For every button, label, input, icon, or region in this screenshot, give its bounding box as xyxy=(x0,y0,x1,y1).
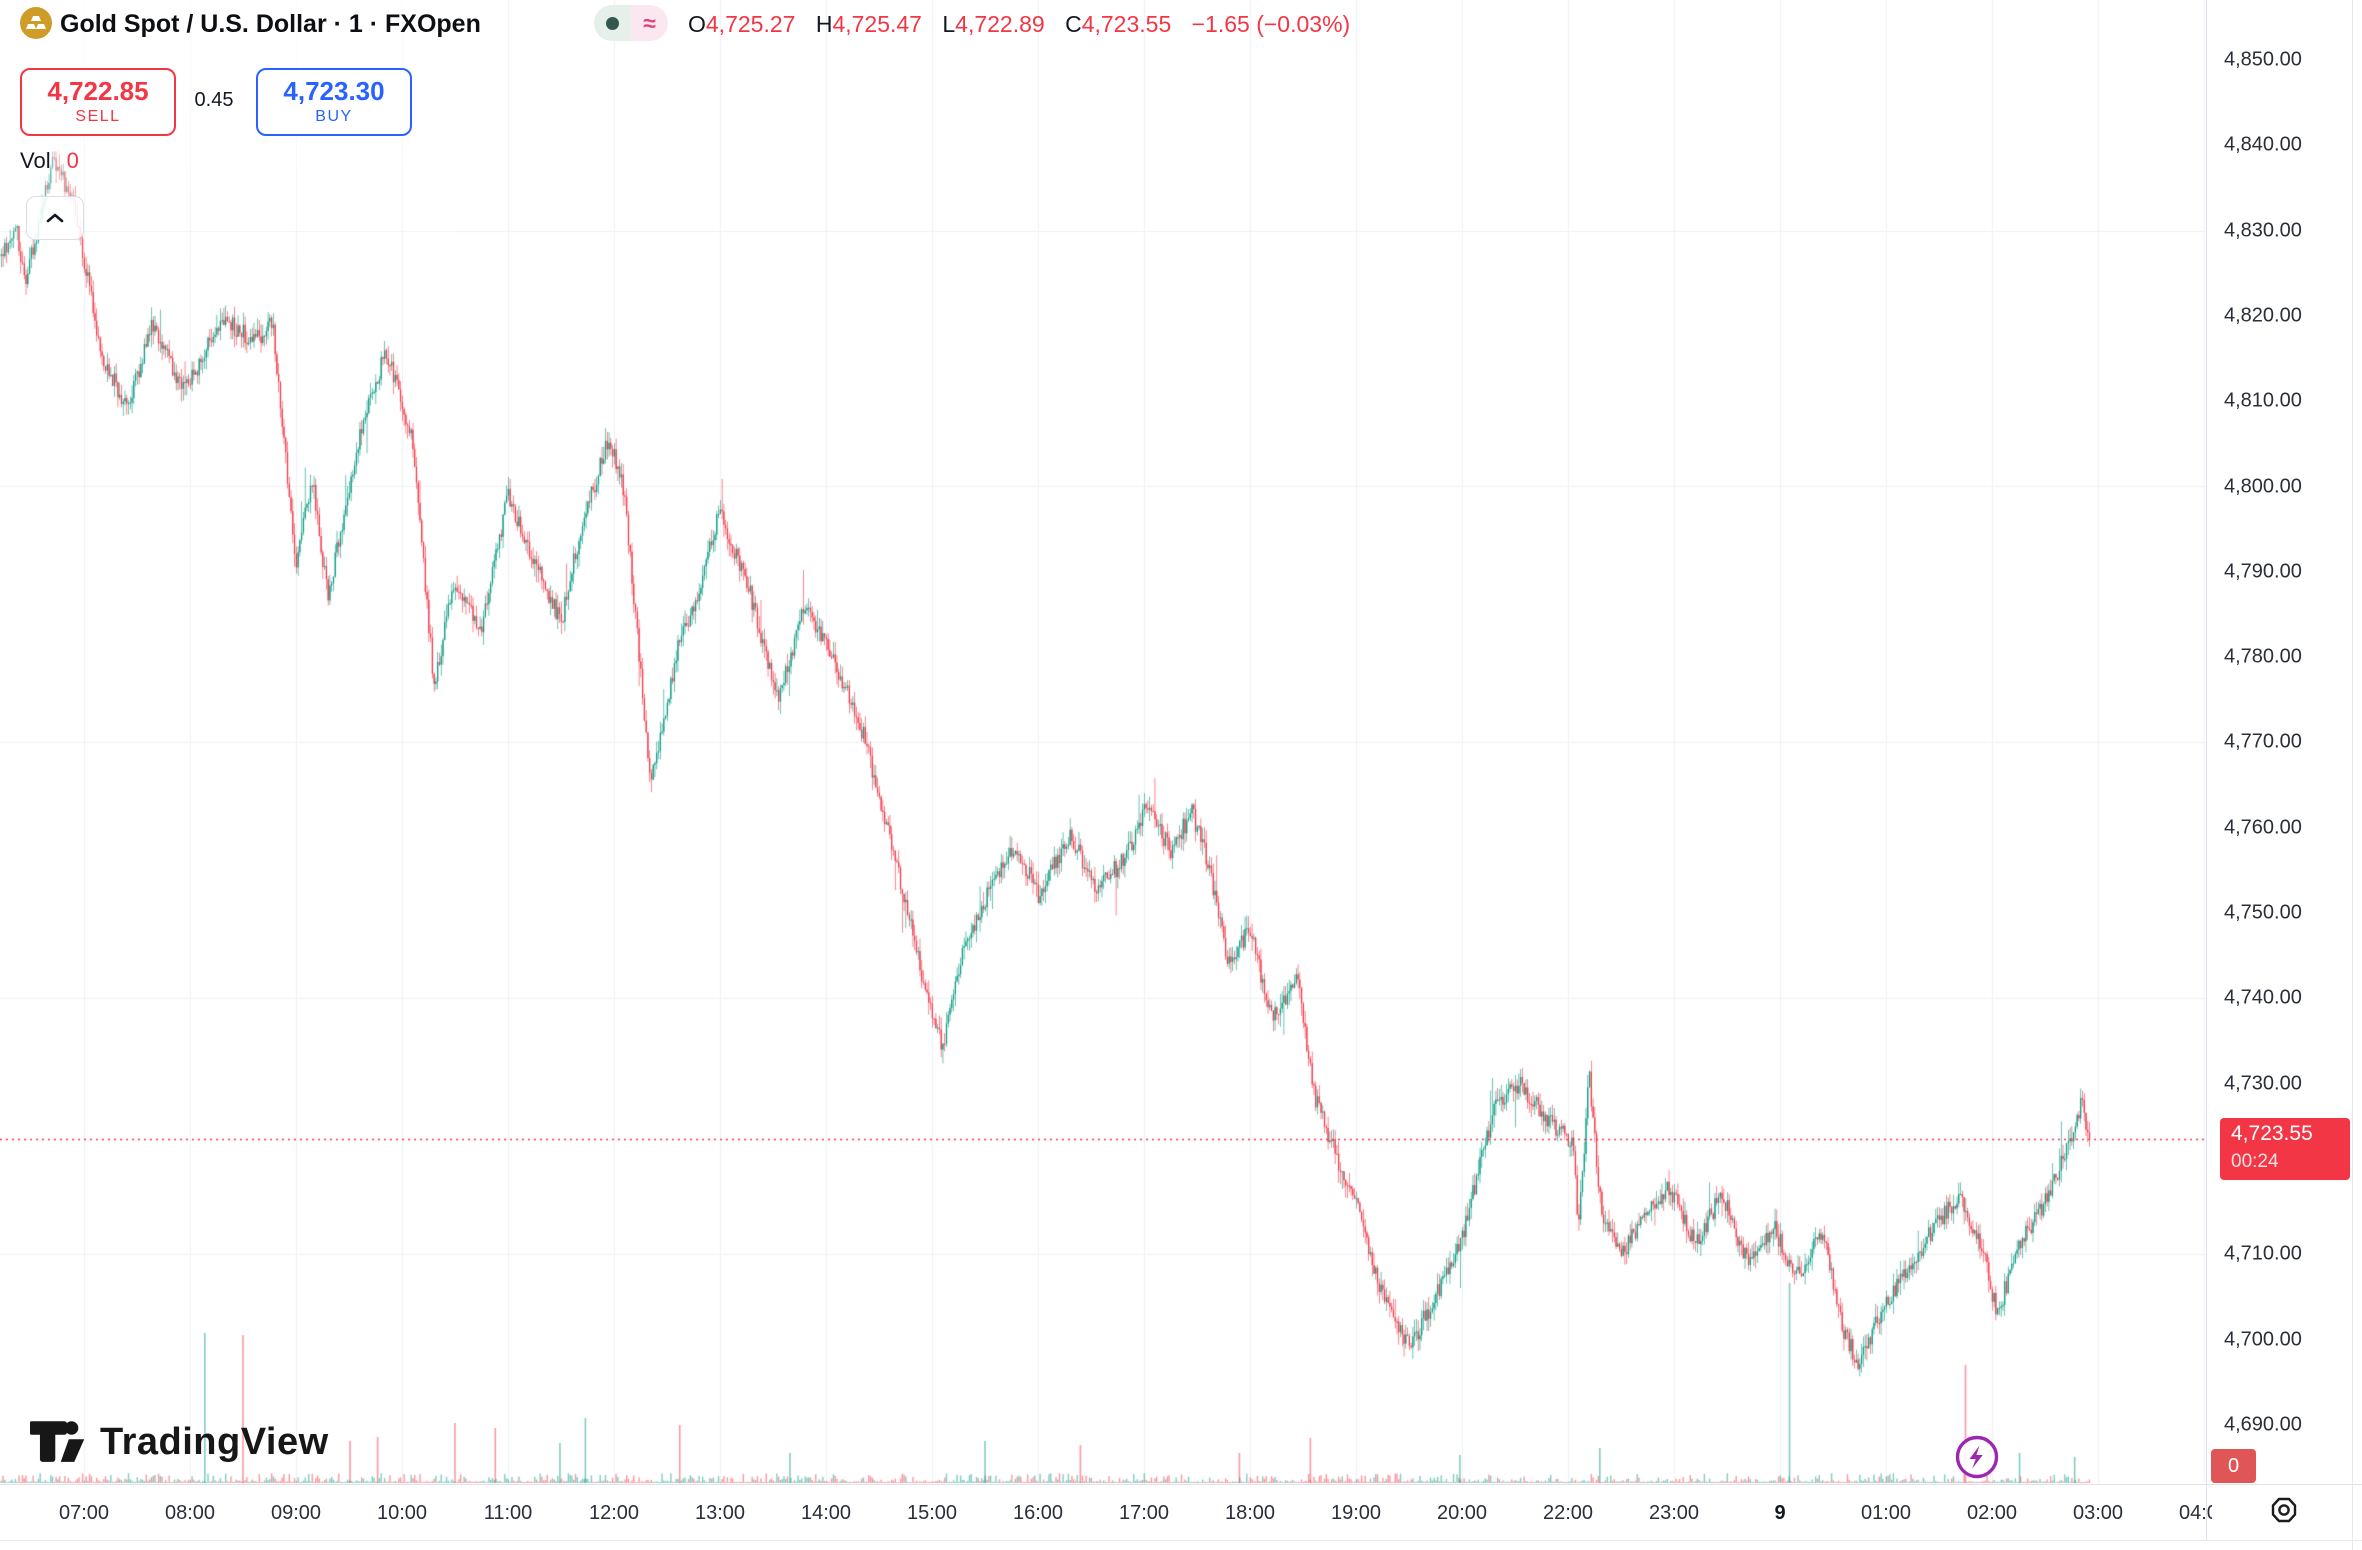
time-axis-label: 04:00 xyxy=(2178,1502,2212,1524)
open-value: 4,725.27 xyxy=(705,11,796,37)
sell-button[interactable]: 4,722.85 SELL xyxy=(20,68,176,136)
sell-label: SELL xyxy=(75,108,121,125)
price-axis-label: 4,780.00 xyxy=(2224,645,2302,668)
market-status-pill[interactable]: ≈ xyxy=(594,5,668,41)
time-axis-label: 12:00 xyxy=(588,1502,640,1524)
time-axis-label: 09:00 xyxy=(270,1502,322,1524)
close-label: C xyxy=(1065,11,1082,37)
price-axis-label: 4,740.00 xyxy=(2224,986,2302,1009)
high-value: 4,725.47 xyxy=(832,11,922,37)
symbol-title[interactable]: Gold Spot / U.S. Dollar · 1 · FXOpen xyxy=(60,10,481,38)
low-label: L xyxy=(942,11,956,37)
time-axis-label: 9 xyxy=(1774,1502,1786,1524)
time-axis-label: 08:00 xyxy=(164,1502,216,1524)
delayed-data-icon: ≈ xyxy=(631,5,668,41)
time-axis-label: 16:00 xyxy=(1012,1502,1064,1524)
price-axis-label: 4,760.00 xyxy=(2224,816,2302,839)
time-axis-label: 18:00 xyxy=(1224,1502,1276,1524)
bar-countdown: 00:24 xyxy=(2231,1150,2279,1172)
close-value: 4,723.55 xyxy=(1081,11,1172,37)
lightning-icon xyxy=(1955,1435,1999,1479)
price-axis-label: 4,710.00 xyxy=(2224,1242,2302,1265)
price-axis-label: 4,750.00 xyxy=(2224,901,2302,924)
axis-settings-gear-button[interactable] xyxy=(2262,1489,2306,1531)
price-axis-label: 4,800.00 xyxy=(2224,475,2302,497)
volume-indicator-legend[interactable]: Vol 0 xyxy=(20,146,79,176)
buy-button[interactable]: 4,723.30 BUY xyxy=(256,68,412,136)
price-axis-border xyxy=(2206,0,2207,1540)
price-axis-label: 4,790.00 xyxy=(2224,560,2302,583)
chevron-up-icon xyxy=(46,213,64,223)
buy-label: BUY xyxy=(315,108,353,125)
open-label: O xyxy=(688,11,706,37)
price-axis-label: 4,820.00 xyxy=(2224,304,2302,327)
low-value: 4,722.89 xyxy=(955,11,1045,37)
gear-icon xyxy=(2271,1497,2297,1523)
time-axis-label: 14:00 xyxy=(800,1502,852,1524)
tradingview-logo-icon xyxy=(30,1421,85,1462)
instant-order-lightning-button[interactable] xyxy=(1954,1434,2000,1480)
price-axis-label: 4,830.00 xyxy=(2224,219,2302,242)
time-axis[interactable]: 07:00 08:00 09:00 10:00 11:00 12:00 13:00 14:00… xyxy=(0,1485,2212,1540)
price-axis-label: 4,770.00 xyxy=(2224,730,2302,753)
time-axis-label: 19:00 xyxy=(1330,1502,1382,1524)
time-axis-label: 10:00 xyxy=(376,1502,428,1524)
current-price-label[interactable]: 4,723.55 00:24 xyxy=(2220,1117,2350,1180)
change-value: −1.65 (−0.03%) xyxy=(1191,11,1351,37)
time-axis-label: 01:00 xyxy=(1860,1502,1912,1524)
time-axis-label: 23:00 xyxy=(1648,1502,1700,1524)
bottom-border xyxy=(0,1540,2362,1541)
price-axis-label: 4,840.00 xyxy=(2224,133,2302,156)
high-label: H xyxy=(815,11,833,37)
current-volume-badge: 0 xyxy=(2211,1449,2256,1483)
market-open-dot-icon xyxy=(594,5,631,41)
spread-value: 0.45 xyxy=(194,88,234,111)
price-axis-label: 4,810.00 xyxy=(2224,389,2302,412)
time-axis-label: 11:00 xyxy=(483,1502,533,1524)
time-axis-border xyxy=(0,1484,2362,1485)
time-axis-label: 02:00 xyxy=(1966,1502,2018,1524)
sell-price: 4,722.85 xyxy=(47,76,149,106)
tradingview-watermark: TradingView xyxy=(30,1416,329,1468)
time-axis-label: 17:00 xyxy=(1118,1502,1170,1524)
time-axis-label: 15:00 xyxy=(906,1502,958,1524)
price-axis-label: 4,730.00 xyxy=(2224,1072,2302,1095)
price-axis-label: 4,690.00 xyxy=(2224,1413,2302,1436)
time-axis-label: 03:00 xyxy=(2072,1502,2124,1524)
time-axis-label: 22:00 xyxy=(1542,1502,1594,1524)
time-axis-label: 07:00 xyxy=(58,1502,110,1524)
price-axis[interactable]: 4,850.00 4,840.00 4,830.00 4,820.00 4,810.00… xyxy=(2207,0,2352,1484)
buy-price: 4,723.30 xyxy=(283,76,385,106)
volume-indicator-value: 0 xyxy=(66,148,79,173)
legend-collapse-button[interactable] xyxy=(26,196,84,240)
watermark-text: TradingView xyxy=(100,1420,329,1463)
time-axis-label: 13:00 xyxy=(694,1502,746,1524)
price-axis-label: 4,700.00 xyxy=(2224,1328,2302,1350)
price-axis-label: 4,850.00 xyxy=(2224,48,2302,71)
gold-symbol-icon xyxy=(20,7,52,39)
current-price-value: 4,723.55 xyxy=(2231,1121,2313,1145)
right-edge-border xyxy=(2352,0,2353,1550)
ohlc-legend: O4,725.27 H4,725.47 L4,722.89 C4,723.55 … xyxy=(688,6,1350,42)
time-axis-label: 20:00 xyxy=(1436,1502,1488,1524)
volume-indicator-label: Vol xyxy=(20,148,51,173)
